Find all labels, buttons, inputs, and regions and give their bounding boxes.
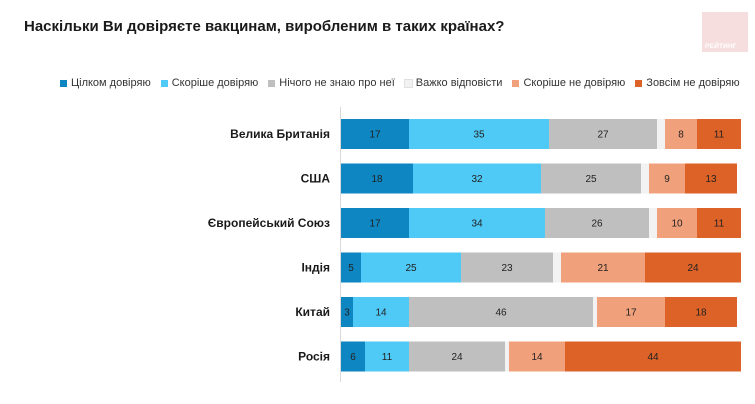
bar-segment (541, 163, 641, 194)
data-label: 17 (369, 130, 381, 141)
bar-segment (593, 297, 597, 327)
bar-segment (697, 208, 741, 238)
data-label: 3 (344, 308, 350, 319)
data-label: 11 (714, 219, 725, 230)
legend-label: Зовсім не довіряю (646, 77, 740, 89)
bar-segment (341, 297, 353, 327)
data-label: 10 (671, 219, 683, 230)
bar-segment (665, 297, 737, 327)
data-label: 8 (678, 130, 684, 141)
legend-swatch (60, 79, 67, 87)
bar-segment (461, 252, 553, 283)
bar-segment (509, 341, 565, 372)
bar-segment (365, 341, 409, 372)
data-label: 9 (664, 174, 670, 185)
data-label: 17 (625, 308, 637, 319)
legend-swatch (635, 79, 643, 87)
bar-segment (641, 163, 649, 194)
data-label: 11 (382, 352, 393, 363)
legend-label: Скоріше не довіряю (523, 77, 626, 89)
data-label: 25 (585, 174, 597, 185)
legend-swatch (403, 78, 413, 88)
legend-label: Цілком довіряю (71, 77, 151, 89)
data-label: 17 (369, 219, 381, 230)
bar-segment (361, 252, 461, 283)
legend-item: Зовсім не довіряю (635, 77, 740, 89)
legend-item: Нічого не знаю про неї (268, 77, 395, 89)
bar-segment (697, 119, 741, 149)
bar-segment (341, 208, 409, 238)
bar-segment (353, 297, 409, 327)
data-label: 23 (501, 263, 513, 274)
bar-segment (657, 208, 697, 238)
data-label: 18 (695, 308, 707, 319)
bar-segment (597, 297, 665, 327)
data-label: 44 (647, 352, 659, 363)
legend-item: Скоріше не довіряю (512, 77, 625, 89)
data-label: 6 (350, 352, 356, 363)
data-label: 24 (687, 263, 699, 274)
legend-item: Цілком довіряю (60, 77, 151, 89)
data-label: 14 (375, 308, 387, 319)
chart-legend: Цілком довіряю Скоріше довіряю Нічого не з… (60, 75, 740, 91)
bar-segment (565, 341, 741, 372)
category-label: Росія (298, 350, 330, 364)
legend-label: Важко відповісти (415, 77, 503, 89)
legend-label: Скоріше довіряю (171, 77, 259, 89)
category-label: Європейський Союз (208, 216, 330, 230)
legend-swatch (268, 79, 276, 87)
data-label: 46 (495, 308, 507, 319)
bar-segment (553, 252, 561, 283)
legend-swatch (512, 79, 520, 87)
bar-segment (645, 252, 741, 283)
bar-segment (341, 341, 365, 372)
data-label: 34 (471, 219, 483, 230)
category-label: Китай (295, 305, 330, 319)
data-label: 24 (451, 352, 463, 363)
bar-segment (341, 119, 409, 149)
bar-segment (409, 119, 549, 149)
category-label: США (301, 172, 331, 186)
category-label: Велика Британія (230, 127, 330, 141)
data-label: 32 (471, 174, 483, 185)
bar-segment (409, 208, 545, 238)
data-label: 18 (371, 174, 383, 185)
legend-swatch (160, 79, 168, 87)
bar-segment (685, 163, 737, 194)
bar-segment (409, 341, 505, 372)
data-label: 25 (405, 263, 417, 274)
bar-segment (505, 341, 509, 372)
bar-segment (545, 208, 649, 238)
bar-segment (665, 119, 697, 149)
bar-segment (409, 297, 593, 327)
legend-label: Нічого не знаю про неї (279, 77, 395, 89)
data-label: 26 (591, 219, 603, 230)
rating-logo: РЕЙТИНГ (702, 12, 748, 52)
bar-segment (649, 208, 657, 238)
bar-segment (549, 119, 657, 149)
bar-segment (341, 163, 413, 194)
legend-item: Скоріше довіряю (160, 77, 259, 89)
bar-segment (341, 252, 361, 283)
bar-segment (649, 163, 685, 194)
legend-item: Важко відповісти (403, 77, 503, 89)
data-label: 14 (531, 352, 543, 363)
bar-segment (413, 163, 541, 194)
data-label: 21 (597, 263, 609, 274)
logo-text: РЕЙТИНГ (705, 43, 737, 50)
data-label: 11 (714, 130, 725, 141)
chart-title: Наскільки Ви довіряєте вакцинам, виробле… (24, 18, 505, 35)
bar-segment (561, 252, 645, 283)
data-label: 13 (705, 174, 717, 185)
category-label: Індія (301, 261, 330, 275)
bar-segment (657, 119, 665, 149)
data-label: 35 (473, 130, 485, 141)
data-label: 5 (348, 263, 354, 274)
data-label: 27 (597, 130, 609, 141)
